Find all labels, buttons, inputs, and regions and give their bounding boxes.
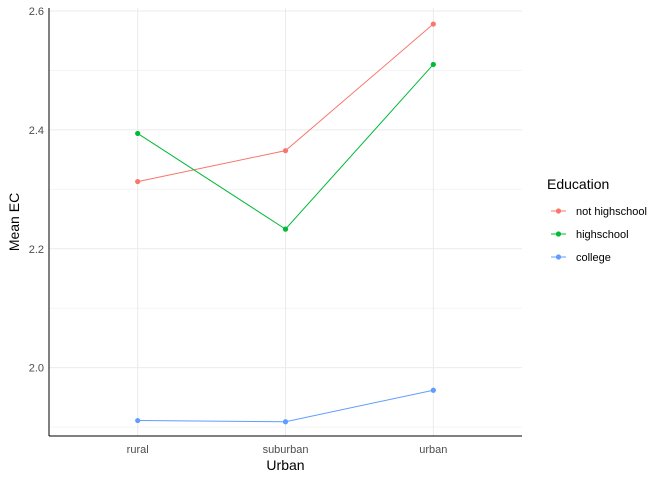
y-tick-label: 2.2 <box>29 244 44 256</box>
legend-key-point <box>555 254 562 260</box>
y-tick-label: 2.0 <box>29 363 44 375</box>
legend: Education not highschool highschool colleg… <box>547 176 647 264</box>
y-tick-labels: 2.0 2.2 2.4 2.6 <box>29 6 44 375</box>
data-point-not-highschool <box>135 178 141 185</box>
x-tick-label: rural <box>127 444 149 456</box>
legend-title: Education <box>547 176 609 192</box>
legend-key-point <box>555 231 562 237</box>
data-point-not-highschool <box>282 148 289 154</box>
data-point-highschool <box>430 61 436 68</box>
y-tick-label: 2.4 <box>29 125 44 137</box>
data-point-not-highschool <box>430 21 436 27</box>
legend-label: not highschool <box>576 206 647 218</box>
y-axis-title: Mean EC <box>6 193 22 251</box>
x-tick-labels: rural suburban urban <box>127 444 448 456</box>
data-point-college <box>135 417 141 424</box>
x-axis-title: Urban <box>266 457 304 473</box>
data-point-college <box>282 419 289 425</box>
x-tick-label: urban <box>419 444 447 456</box>
axes <box>48 8 522 437</box>
x-tick-label: suburban <box>263 444 309 456</box>
legend-label: highschool <box>576 229 629 241</box>
legend-key-point <box>555 208 562 214</box>
data-point-college <box>430 387 436 393</box>
data-point-highschool <box>135 130 141 137</box>
legend-label: college <box>576 252 611 264</box>
series-group <box>135 21 436 425</box>
y-tick-label: 2.6 <box>29 6 44 18</box>
grid <box>49 8 522 436</box>
data-point-highschool <box>282 226 289 232</box>
